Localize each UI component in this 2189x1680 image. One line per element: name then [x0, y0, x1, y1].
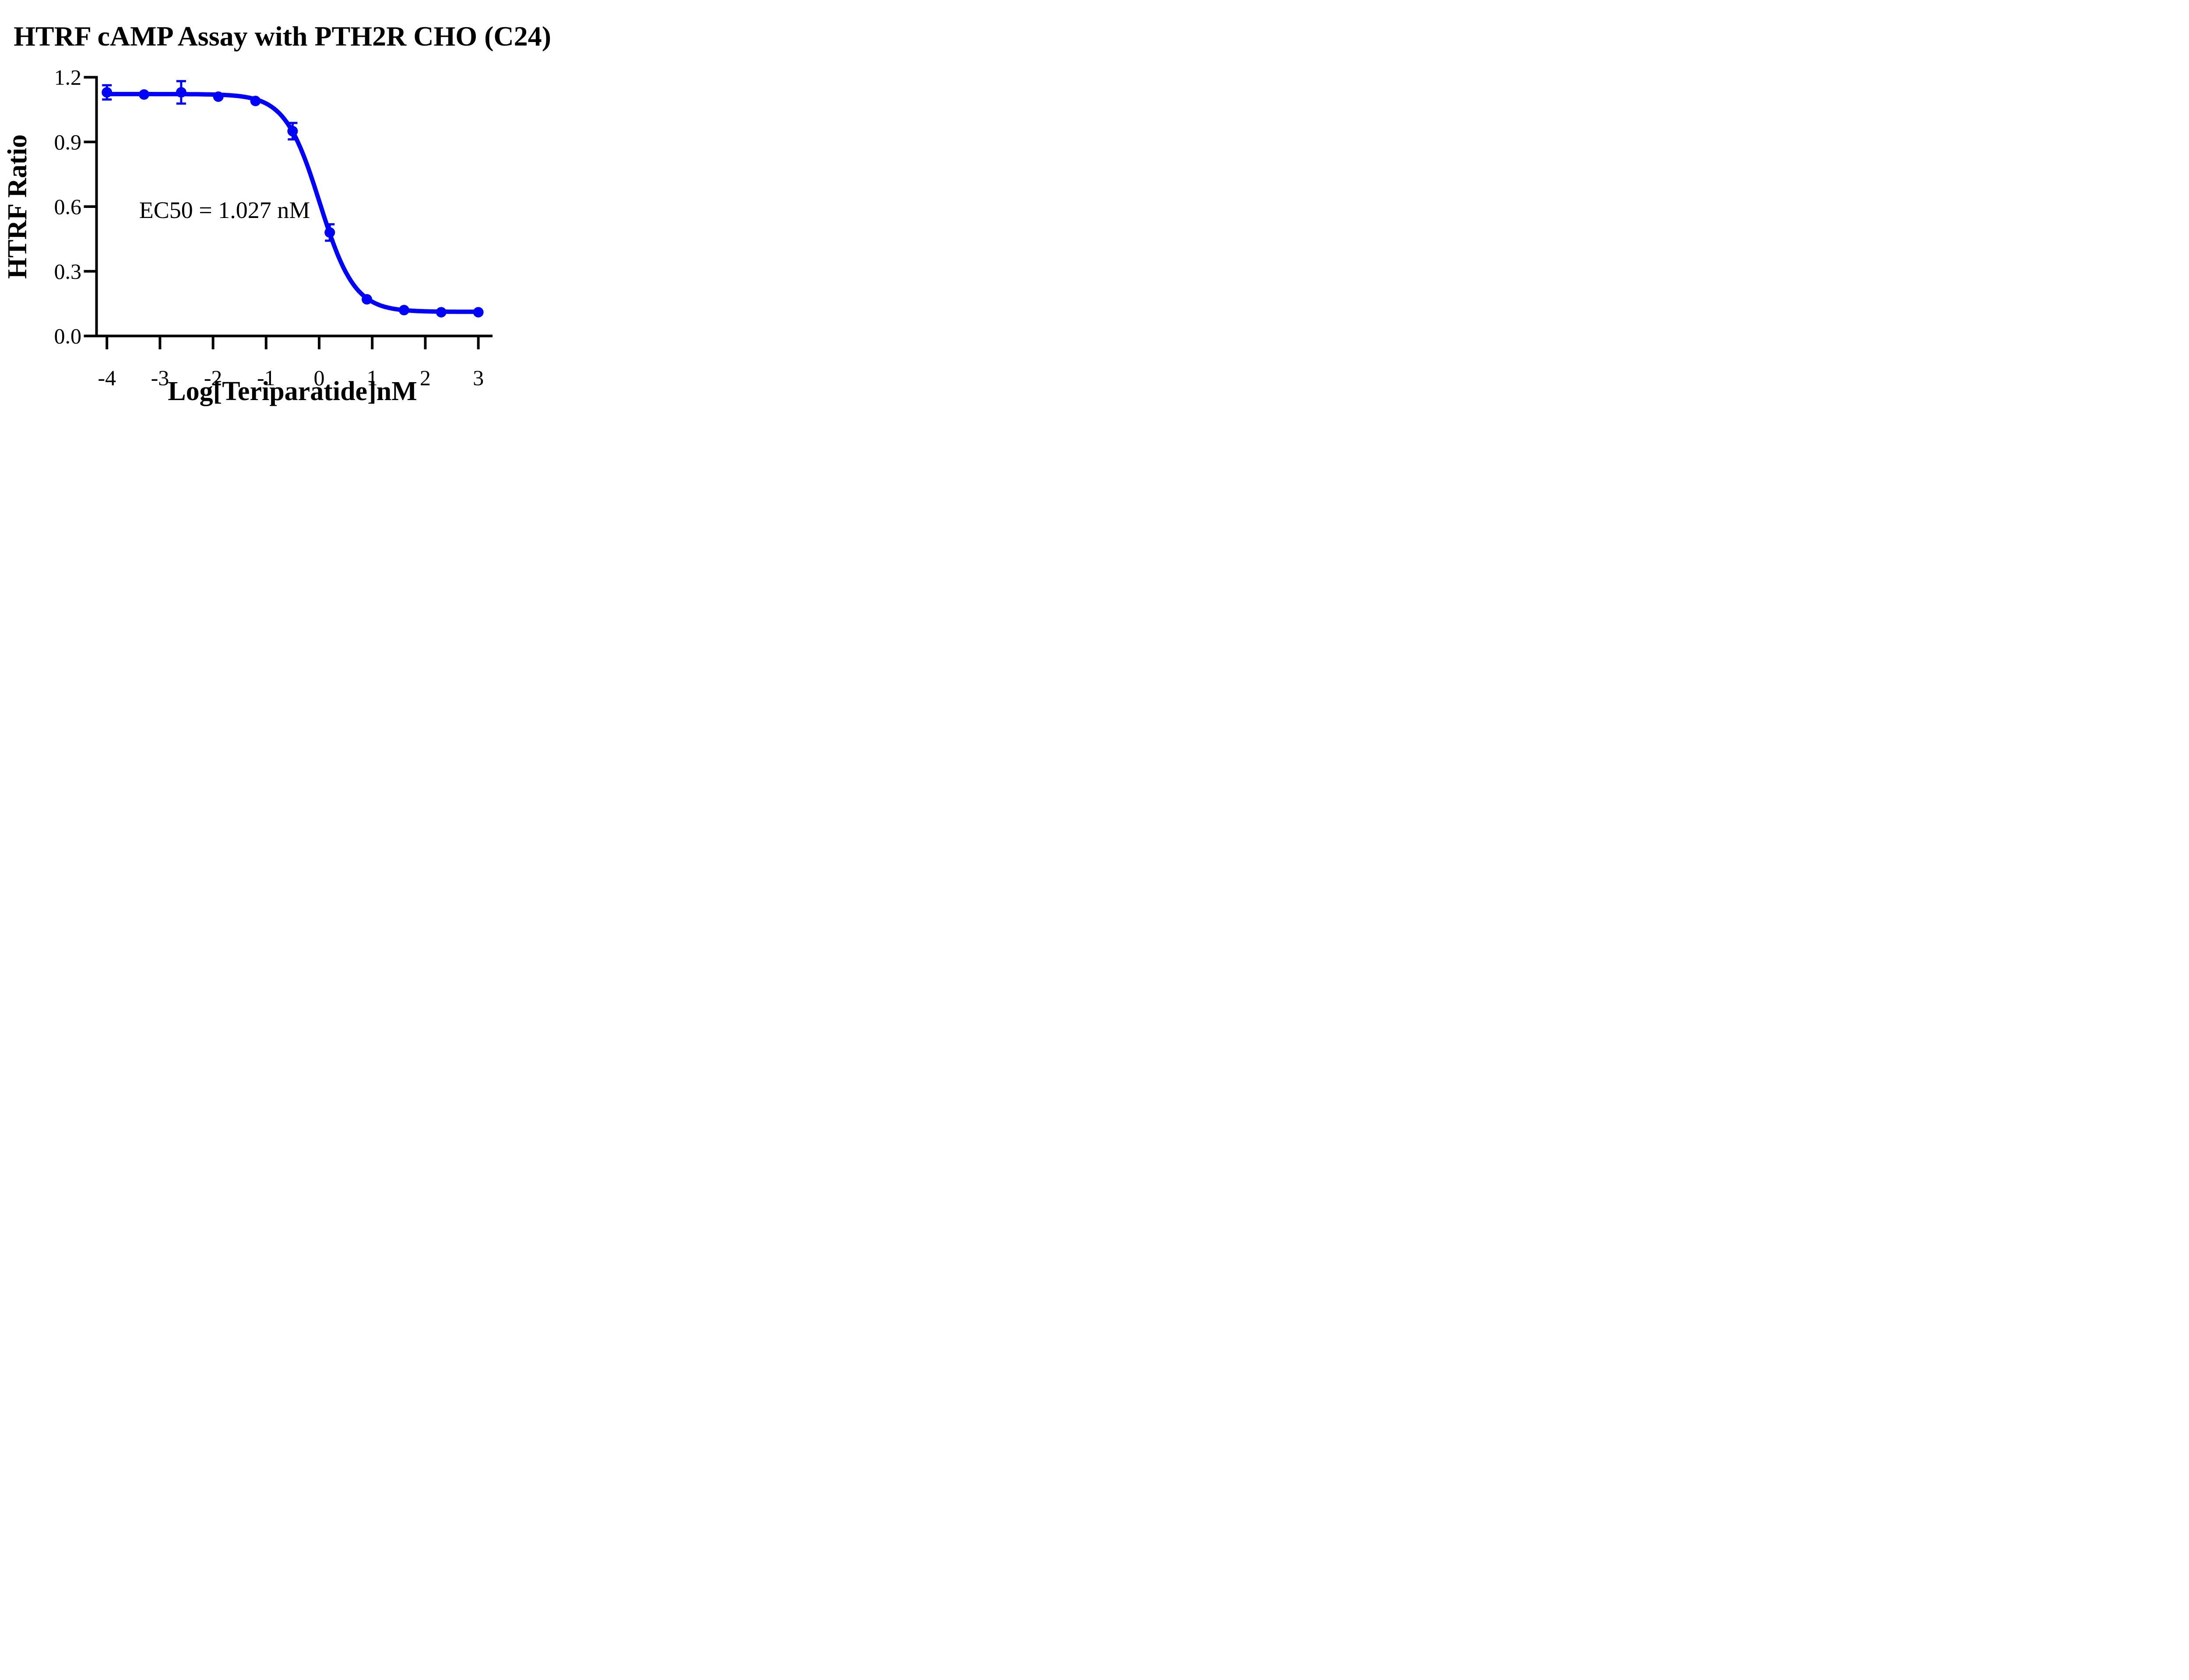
dose-response-chart: HTRF cAMP Assay with PTH2R CHO (C24) HTR… [3, 21, 551, 406]
data-point [362, 294, 373, 305]
x-tick-label: -4 [98, 366, 116, 390]
data-points [102, 87, 484, 318]
x-tick-label: -3 [151, 366, 169, 390]
ec50-annotation: EC50 = 1.027 nM [139, 197, 310, 223]
y-axis-title: HTRF Ratio [3, 134, 32, 279]
data-point [287, 126, 298, 137]
data-point [250, 95, 261, 106]
x-axis-title: Log[Teriparatide]nM [168, 376, 417, 406]
data-point [213, 91, 224, 102]
data-point [176, 87, 187, 98]
chart-title: HTRF cAMP Assay with PTH2R CHO (C24) [14, 21, 551, 52]
axes: 0.0 0.3 0.6 0.9 1.2 -4 -3 -2 -1 0 1 2 3 [54, 65, 493, 390]
data-point [102, 87, 113, 98]
y-tick-label: 0.3 [54, 259, 82, 284]
x-tick-label: 0 [314, 366, 325, 390]
x-tick-label: 3 [473, 366, 484, 390]
data-point [324, 227, 335, 238]
y-tick-label: 0.6 [54, 194, 82, 219]
data-point [473, 307, 484, 318]
x-tick-label: 1 [367, 366, 378, 390]
data-point [139, 89, 150, 100]
y-tick-label: 0.0 [54, 324, 82, 348]
x-tick-label: -2 [204, 366, 222, 390]
x-tick-label: 2 [420, 366, 431, 390]
y-tick-label: 1.2 [54, 65, 82, 90]
data-point [436, 307, 447, 318]
x-tick-label: -1 [257, 366, 275, 390]
figure: HTRF cAMP Assay with PTH2R CHO (C24) HTR… [0, 0, 561, 420]
data-point [398, 305, 409, 316]
y-tick-label: 0.9 [54, 130, 82, 154]
